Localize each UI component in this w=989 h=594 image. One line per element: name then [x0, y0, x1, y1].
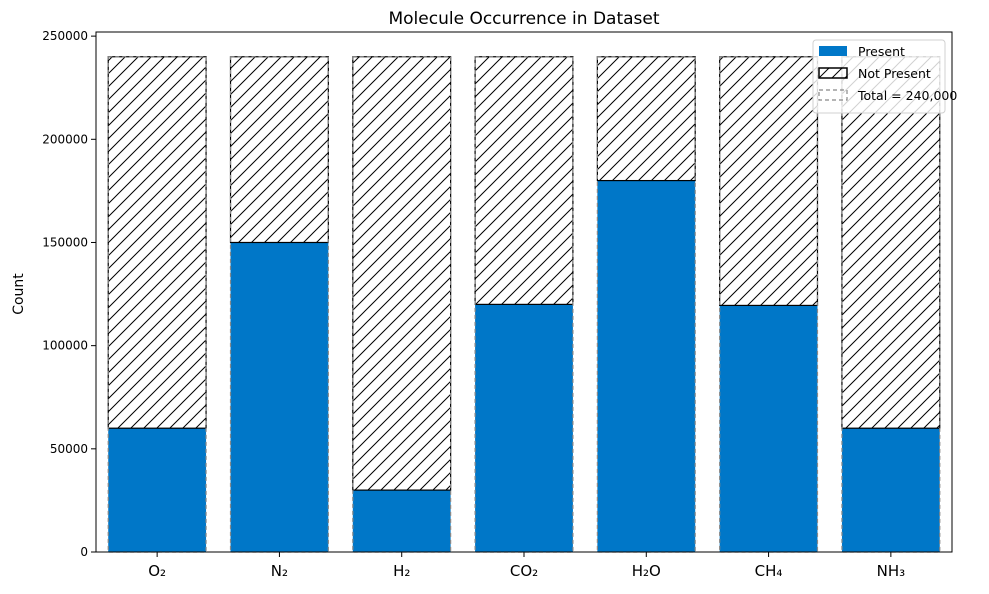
y-tick-label: 250000: [42, 29, 88, 43]
legend-label: Present: [858, 44, 905, 59]
legend-label: Not Present: [858, 66, 931, 81]
legend-swatch-present: [819, 46, 847, 56]
bar-present: [352, 490, 451, 552]
x-tick-label: H₂O: [632, 562, 661, 580]
legend: Present Not Present Total = 240,000: [812, 39, 957, 114]
bar-not-present: [352, 56, 452, 491]
axes-layer: 0 50000 100000 150000 200000 250000 O₂ N₂ H₂ CO₂ H…: [42, 29, 953, 580]
bar-total-outline: [841, 56, 941, 553]
y-tick-label: 100000: [42, 339, 88, 353]
x-tick-label: N₂: [271, 562, 288, 580]
legend-swatch-not-present: [818, 67, 848, 79]
x-tick-label: H₂: [393, 562, 410, 580]
bar-not-present: [107, 56, 207, 429]
bars-layer: [107, 56, 941, 553]
bar-total-outline: [719, 56, 819, 553]
bar-present: [475, 304, 573, 552]
bar-total-outline: [107, 56, 207, 553]
x-tick-label: CH₄: [755, 562, 783, 580]
bar-not-present: [841, 56, 941, 429]
bar-total-outline: [474, 56, 574, 553]
bar-not-present: [596, 56, 696, 182]
bar-present: [230, 242, 329, 552]
bar-total-outline: [352, 56, 452, 553]
bar-present: [841, 428, 940, 552]
y-tick-label: 0: [80, 545, 88, 559]
bar-present: [108, 428, 207, 552]
bar-present: [597, 180, 696, 553]
legend-label: Total = 240,000: [857, 88, 957, 103]
bar-total-outline: [229, 56, 329, 553]
bar-not-present: [719, 56, 819, 307]
bar-not-present: [229, 56, 329, 244]
legend-box: [812, 39, 946, 114]
y-tick-label: 50000: [50, 442, 88, 456]
x-tick-label: NH₃: [877, 562, 906, 580]
y-tick-label: 200000: [42, 132, 88, 146]
x-tick-label: CO₂: [510, 562, 538, 580]
chart-title: Molecule Occurrence in Dataset: [388, 9, 659, 29]
bar-present: [719, 305, 818, 552]
bar-not-present: [474, 56, 574, 305]
y-axis-label: Count: [11, 273, 27, 315]
y-tick-label: 150000: [42, 235, 88, 249]
bar-total-outline: [596, 56, 696, 553]
legend-swatch-total: [818, 89, 848, 101]
x-tick-label: O₂: [148, 562, 166, 580]
